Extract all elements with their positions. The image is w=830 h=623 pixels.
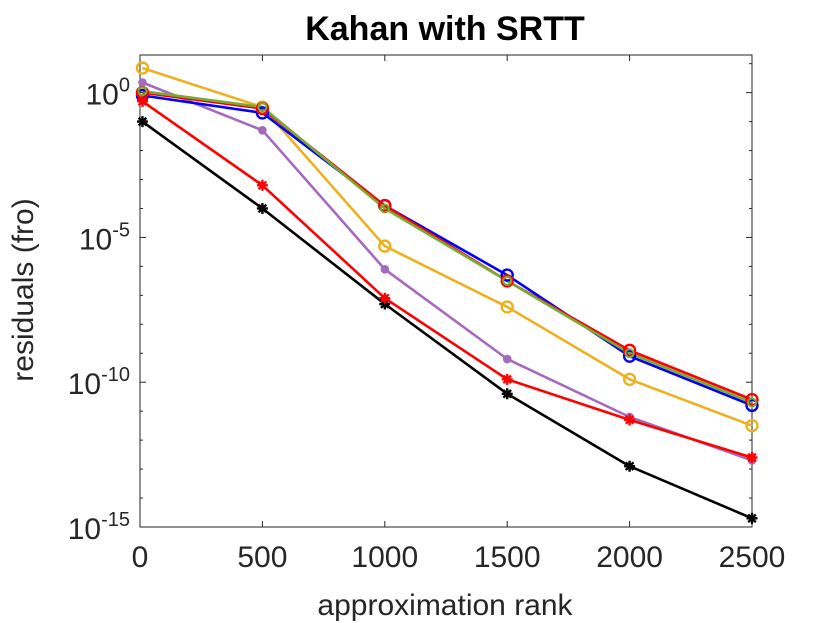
series-line-green	[142, 89, 753, 404]
x-tick-label: 2500	[719, 541, 786, 574]
series-marker	[622, 343, 637, 358]
series-marker	[747, 397, 757, 408]
series-marker	[500, 300, 514, 314]
x-tick-label: 500	[237, 541, 287, 574]
y-tick-label: 10-5	[79, 219, 130, 256]
series-marker	[624, 460, 636, 472]
series-marker	[378, 239, 392, 253]
series-line-red	[141, 100, 753, 459]
series-marker	[502, 354, 512, 364]
series-marker	[500, 274, 514, 288]
x-tick-label: 2000	[596, 541, 663, 574]
series-marker	[746, 452, 758, 464]
series-marker	[622, 349, 637, 363]
series-marker	[256, 179, 268, 191]
series-markers	[135, 61, 759, 524]
series-marker	[500, 268, 514, 282]
series-marker	[745, 418, 759, 433]
series-marker	[255, 106, 270, 120]
x-tick-label: 1500	[474, 541, 541, 574]
plot-area	[139, 54, 753, 528]
series-marker	[501, 388, 513, 400]
y-tick-label: 10-15	[68, 509, 130, 546]
series-marker	[624, 348, 635, 359]
x-tick-label: 0	[132, 541, 149, 574]
series-marker	[258, 125, 267, 135]
chart-title: Kahan with SRTT	[305, 10, 585, 48]
x-axis-label: approximation rank	[317, 589, 573, 622]
y-tick-label: 10-10	[68, 364, 130, 401]
series-marker	[136, 95, 148, 107]
series-marker	[256, 202, 268, 214]
series-line-purple	[141, 81, 753, 462]
series-marker	[746, 512, 758, 524]
series-lines	[141, 66, 753, 520]
series-marker	[501, 373, 513, 385]
x-tick-label: 1000	[351, 541, 418, 574]
series-marker	[379, 298, 391, 310]
series-line-blue	[142, 94, 753, 407]
series-marker	[502, 275, 513, 286]
series-line-orange	[141, 66, 753, 427]
series-marker	[380, 264, 390, 274]
series-marker	[138, 78, 147, 87]
series-marker	[745, 392, 759, 407]
series-marker	[378, 198, 392, 213]
series-marker	[137, 86, 148, 97]
axis-ticks: 0 500 1000 1500 2000 2500 100 10-5 10-10 10-15	[68, 55, 786, 574]
series-marker	[379, 292, 391, 304]
series-line-black	[141, 120, 753, 520]
series-marker	[624, 414, 636, 426]
series-marker	[745, 398, 759, 413]
series-marker	[622, 372, 637, 387]
y-tick-label: 100	[86, 75, 131, 112]
series-marker	[135, 61, 150, 75]
y-axis-label: residuals (fro)	[7, 198, 40, 381]
series-marker	[136, 116, 148, 128]
series-marker	[379, 203, 390, 214]
series-marker	[257, 102, 268, 113]
